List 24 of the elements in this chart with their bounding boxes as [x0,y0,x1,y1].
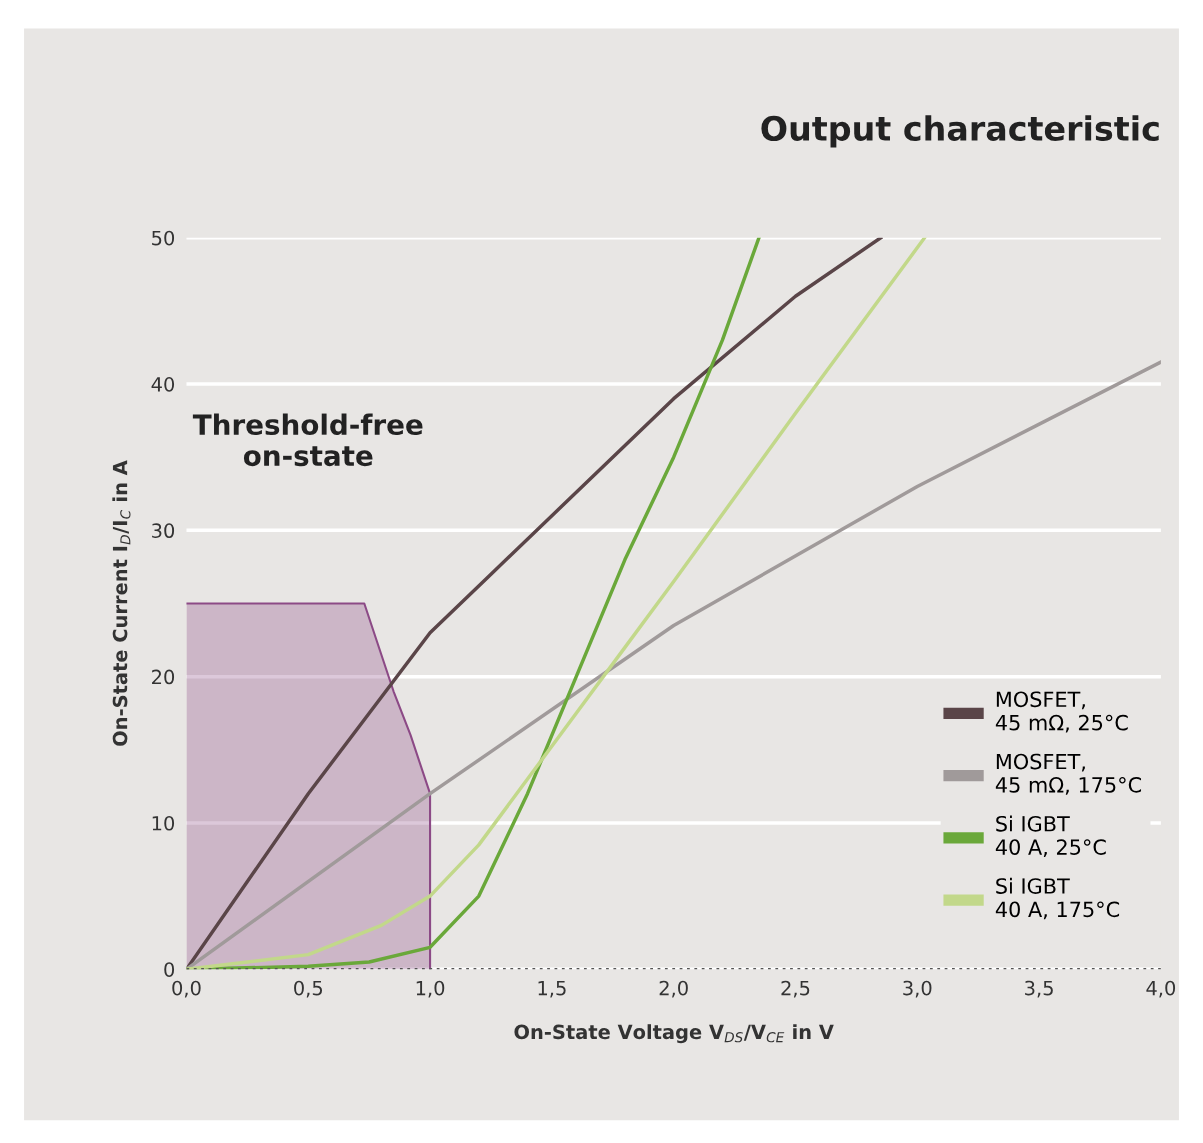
chart-title: Output characteristic [761,115,1159,148]
x-tick-label: 3,5 [1025,980,1053,998]
y-tick-label: 40 [151,377,175,392]
x-tick-label: 1,5 [538,980,566,998]
legend-label: MOSFET, 45 mΩ, 175°C [995,753,1142,795]
x-tick-label: 2,0 [659,980,688,998]
y-tick-label: 10 [152,815,175,831]
legend-label: Si IGBT 40 A, 175°C [995,877,1120,920]
y-tick-label: 50 [152,230,175,246]
x-tick-label: 1,0 [416,980,445,998]
legend-label: MOSFET, 45 mΩ, 25°C [995,691,1128,733]
x-tick-label: 2,5 [781,980,810,998]
line-series [186,360,1161,970]
x-tick-label: 3,0 [903,980,932,998]
x-tick-label: 0,5 [294,980,323,998]
x-tick-label: 4,0 [1146,980,1176,998]
y-tick-label: 20 [152,669,175,685]
x-axis-title: On-State Voltage V$_{DS}$/V$_{CE}$ in V [514,1024,834,1044]
x-tick-label: 0,0 [172,980,201,998]
y-axis-title: On-State Current I$_{D}$/I$_{C}$ in A [112,460,131,746]
annotation: Threshold-free on-state [192,413,423,467]
y-tick-label: 0 [164,962,175,977]
y-tick-label: 30 [152,523,175,539]
legend-label: Si IGBT 40 A, 25°C [995,815,1106,858]
